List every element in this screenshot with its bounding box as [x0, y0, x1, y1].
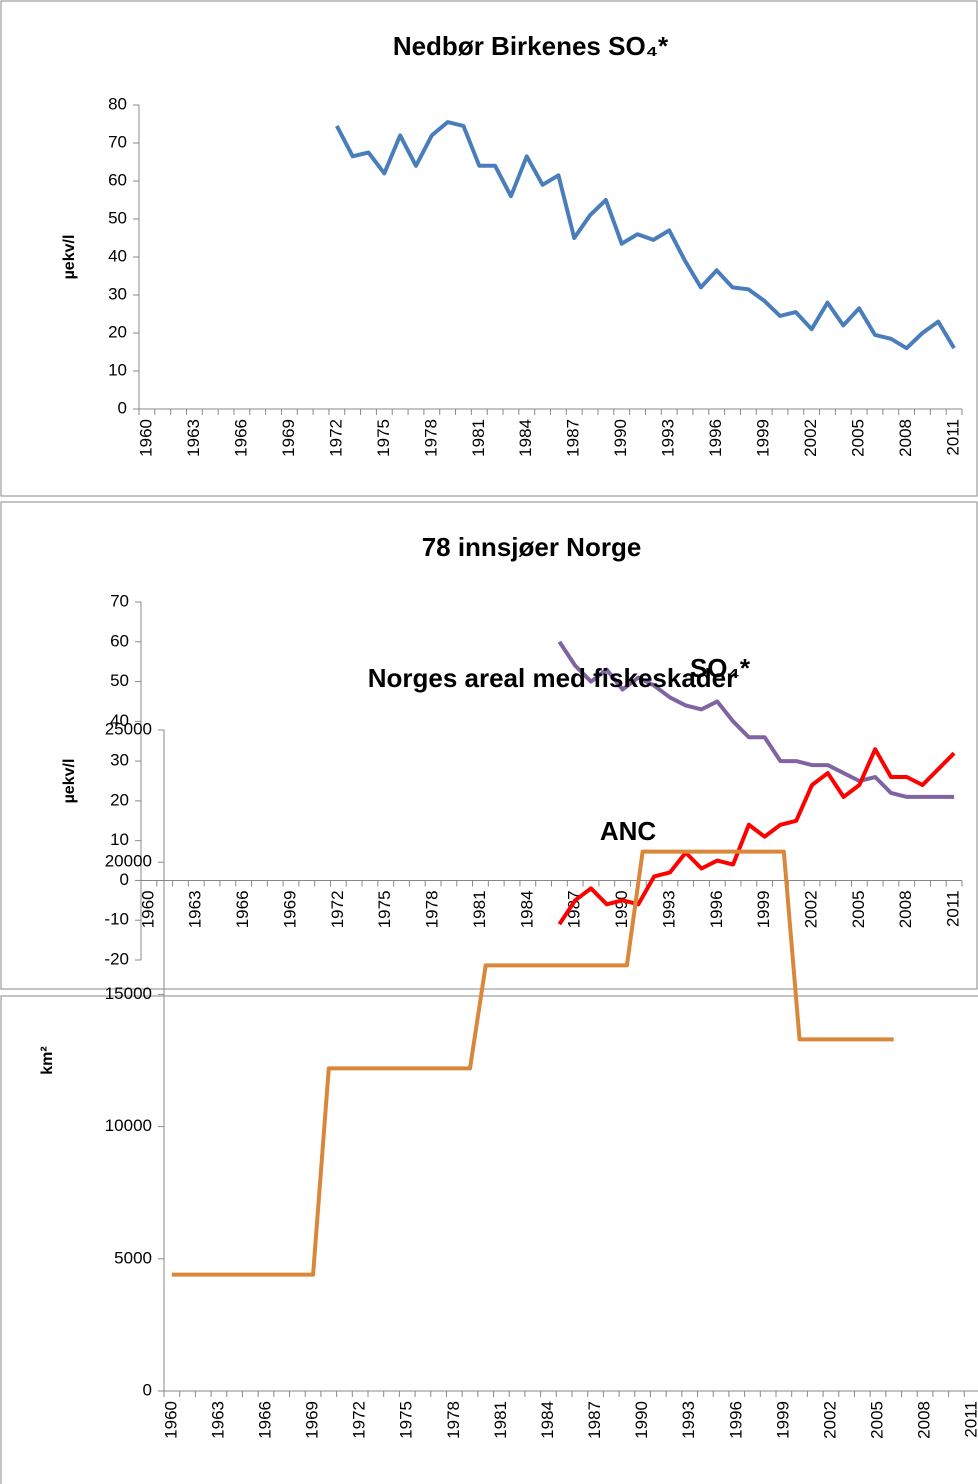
y-tick-label: 40 — [110, 711, 129, 730]
y-tick-label: 20000 — [105, 852, 152, 871]
y-tick-label: 5000 — [114, 1248, 152, 1267]
x-tick-label: 1987 — [564, 419, 583, 457]
series-line — [335, 120, 956, 351]
chart-title: Nedbør Birkenes SO₄* — [393, 31, 669, 61]
panel-border — [0, 995, 978, 1484]
series-line — [557, 640, 955, 799]
x-tick-label: 1987 — [585, 1401, 604, 1439]
y-tick-label: 40 — [108, 246, 127, 265]
x-tick-label: 1969 — [279, 419, 298, 457]
y-axis-label: µekv/l — [61, 235, 78, 280]
y-tick-label: 70 — [110, 591, 129, 610]
x-tick-label: 2008 — [896, 890, 915, 928]
x-tick-label: 1960 — [161, 1401, 180, 1439]
y-tick-label: 80 — [108, 94, 127, 113]
series-label: SO₄* — [690, 653, 751, 683]
x-tick-label: 1966 — [255, 1401, 274, 1439]
x-tick-label: 1975 — [375, 890, 394, 928]
x-tick-label: 1969 — [280, 890, 299, 928]
y-tick-label: 0 — [120, 870, 129, 889]
x-tick-label: 1999 — [754, 890, 773, 928]
x-tick-label: 1972 — [350, 1401, 369, 1439]
x-tick-label: 1963 — [184, 419, 203, 457]
series-label: ANC — [600, 816, 657, 846]
x-tick-label: 1990 — [632, 1401, 651, 1439]
x-tick-label: 1969 — [303, 1401, 322, 1439]
x-tick-label: 1975 — [374, 419, 393, 457]
x-tick-label: 1966 — [233, 890, 252, 928]
y-tick-label: 20 — [110, 790, 129, 809]
y-tick-label: 10 — [110, 830, 129, 849]
x-tick-label: 2011 — [962, 1401, 978, 1438]
x-tick-label: 1960 — [138, 890, 157, 928]
x-tick-label: 1984 — [538, 1401, 557, 1439]
x-tick-label: 1993 — [659, 419, 678, 457]
x-tick-label: 2011 — [944, 419, 963, 456]
x-tick-label: 1972 — [326, 419, 345, 457]
y-tick-label: 20 — [108, 322, 127, 341]
y-tick-label: 25000 — [105, 719, 152, 738]
x-tick-label: 1978 — [444, 1401, 463, 1439]
x-tick-label: 2008 — [915, 1401, 934, 1439]
x-tick-label: 1990 — [611, 419, 630, 457]
x-tick-label: 2005 — [849, 890, 868, 928]
panel-border — [0, 0, 978, 497]
x-tick-label: 1975 — [397, 1401, 416, 1439]
x-tick-label: 2002 — [801, 419, 820, 457]
y-axis-label: µekv/l — [61, 759, 78, 804]
x-tick-label: 1960 — [136, 419, 155, 457]
x-tick-label: 1999 — [754, 419, 773, 457]
x-tick-label: 1990 — [612, 890, 631, 928]
x-tick-label: 1981 — [491, 1401, 510, 1439]
y-tick-label: 70 — [108, 132, 127, 151]
x-tick-label: 1963 — [186, 890, 205, 928]
chart-title: 78 innsjøer Norge — [422, 532, 642, 562]
x-tick-label: 1993 — [679, 1401, 698, 1439]
x-tick-label: 1978 — [421, 419, 440, 457]
x-tick-label: 1981 — [469, 419, 488, 457]
y-tick-label: 50 — [110, 671, 129, 690]
chart-title: Norges areal med fiskeskader — [368, 663, 737, 693]
x-tick-label: 1963 — [208, 1401, 227, 1439]
x-tick-label: 1999 — [773, 1401, 792, 1439]
series-line — [171, 849, 894, 1277]
y-tick-label: 0 — [143, 1380, 152, 1399]
y-tick-label: 30 — [110, 751, 129, 770]
x-tick-label: 2008 — [896, 419, 915, 457]
y-tick-label: 15000 — [105, 984, 152, 1003]
y-axis-label: km² — [39, 1046, 56, 1074]
x-tick-label: 2011 — [944, 890, 963, 927]
x-tick-label: 1996 — [706, 419, 725, 457]
x-tick-label: 1993 — [659, 890, 678, 928]
y-tick-label: 10000 — [105, 1116, 152, 1135]
x-tick-label: 2005 — [867, 1401, 886, 1439]
panel-border — [0, 501, 978, 990]
x-tick-label: 1996 — [707, 890, 726, 928]
y-tick-label: 50 — [108, 208, 127, 227]
y-tick-label: 10 — [108, 360, 127, 379]
y-tick-label: 30 — [108, 284, 127, 303]
x-tick-label: 1978 — [423, 890, 442, 928]
x-tick-label: 1996 — [726, 1401, 745, 1439]
x-tick-label: 2002 — [801, 890, 820, 928]
x-tick-label: 1972 — [328, 890, 347, 928]
x-tick-label: 1984 — [517, 890, 536, 928]
y-tick-label: 60 — [110, 631, 129, 650]
series-line — [557, 747, 956, 926]
y-tick-label: -10 — [104, 910, 129, 929]
x-tick-label: 1966 — [231, 419, 250, 457]
x-tick-label: 1984 — [516, 419, 535, 457]
x-tick-label: 1981 — [470, 890, 489, 928]
y-tick-label: 60 — [108, 170, 127, 189]
x-tick-label: 2002 — [820, 1401, 839, 1439]
y-tick-label: 0 — [118, 398, 127, 417]
x-tick-label: 2005 — [849, 419, 868, 457]
y-tick-label: -20 — [104, 949, 129, 968]
